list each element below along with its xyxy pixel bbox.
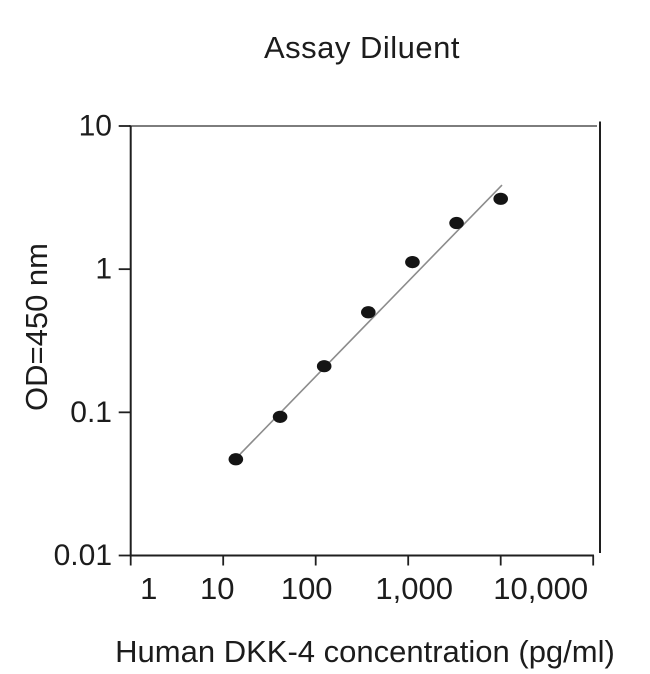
x-tick-label: 10 <box>200 571 234 606</box>
x-tick-label: 100 <box>281 571 333 606</box>
data-point <box>449 216 464 230</box>
y-tick-label: 1 <box>95 253 112 286</box>
y-tick-label: 10 <box>79 110 112 143</box>
chart-title: Assay Diluent <box>263 30 461 65</box>
data-point <box>405 256 420 269</box>
x-tick-label: 10,000 <box>493 571 588 606</box>
data-point <box>493 192 509 205</box>
y-tick-label: 0.01 <box>54 539 112 572</box>
data-point <box>361 306 376 319</box>
y-tick-label: 0.1 <box>70 396 112 429</box>
trend-line <box>239 184 503 455</box>
x-tick-label: 1 <box>140 571 157 606</box>
x-axis-title: Human DKK-4 concentration (pg/ml) <box>115 634 615 669</box>
data-point <box>272 410 288 423</box>
data-point <box>228 453 244 466</box>
x-tick-label: 1,000 <box>375 571 453 606</box>
data-point <box>316 360 332 373</box>
